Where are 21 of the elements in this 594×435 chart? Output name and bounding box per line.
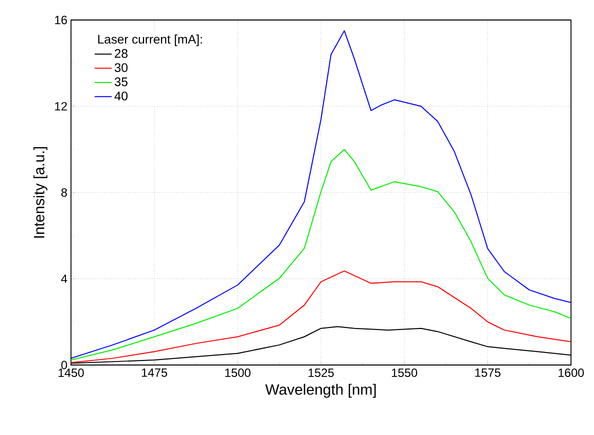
line-series xyxy=(71,148,572,361)
y-tick-label: 16 xyxy=(55,16,67,24)
y-axis-title: Intensity [a.u.] xyxy=(33,147,48,238)
x-tick-label: 1450 xyxy=(58,368,84,377)
x-tick-label: 1550 xyxy=(392,368,418,377)
x-tick-label: 1600 xyxy=(558,368,584,377)
x-tick-label: 1500 xyxy=(225,368,250,377)
x-tick-label: 1575 xyxy=(475,368,500,377)
y-tick-label: 8 xyxy=(61,188,67,197)
x-tick-label: 1525 xyxy=(308,368,334,377)
legend-label: 40 xyxy=(114,92,128,100)
legend-label: 28 xyxy=(114,49,128,58)
y-tick-label: 12 xyxy=(55,102,67,110)
legend-label: 30 xyxy=(114,63,128,72)
legend-label: 35 xyxy=(114,77,128,86)
y-tick-label: 0 xyxy=(61,360,68,370)
legend-title: Laser current [mA]: xyxy=(98,34,202,46)
x-axis-title: Wavelength [nm] xyxy=(265,384,376,398)
line-series xyxy=(71,30,572,359)
y-tick-label: 4 xyxy=(61,274,68,283)
x-tick-label: 1475 xyxy=(142,368,168,377)
